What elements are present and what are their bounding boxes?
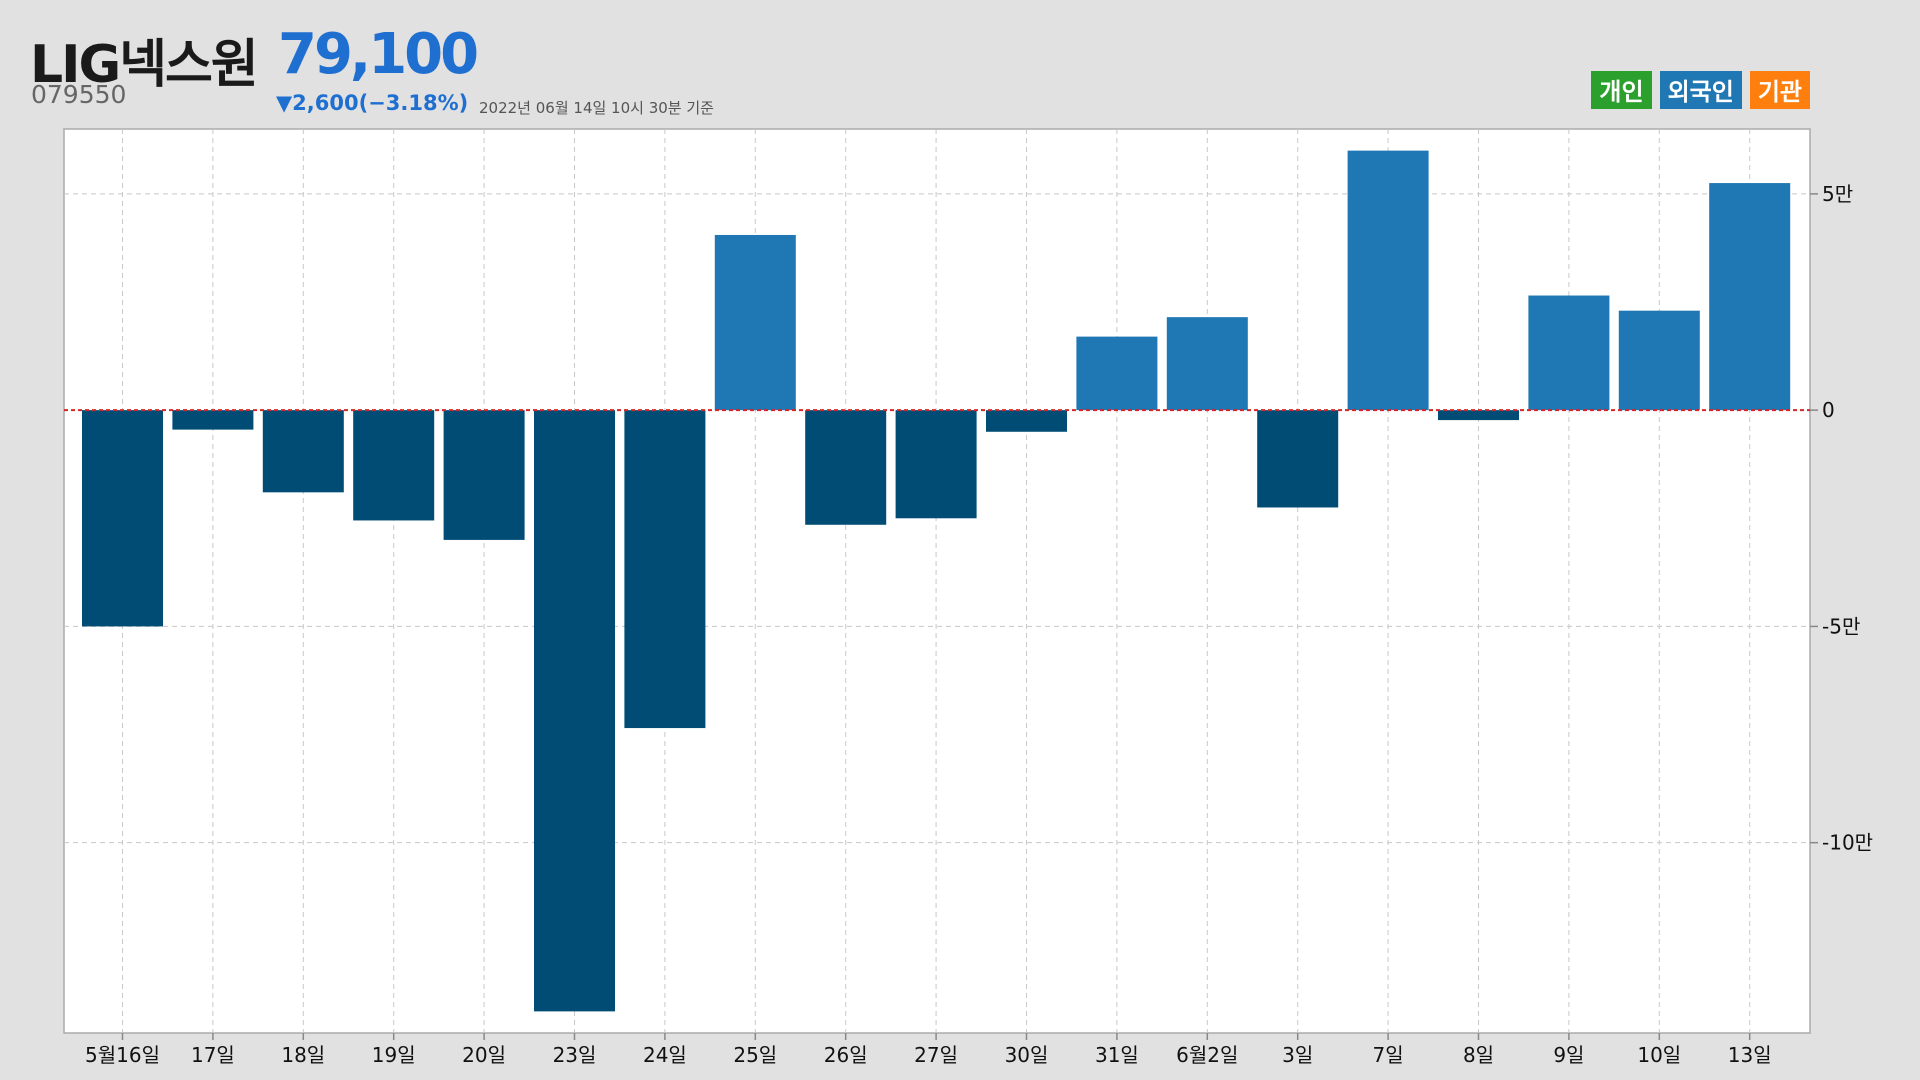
bar <box>1257 410 1339 508</box>
x-tick-label: 30일 <box>1005 1043 1049 1067</box>
x-tick-label: 25일 <box>733 1043 777 1067</box>
x-tick-label: 26일 <box>824 1043 868 1067</box>
x-tick-label: 8일 <box>1463 1043 1494 1067</box>
bar <box>1709 183 1791 411</box>
x-tick-label: 7일 <box>1373 1043 1404 1067</box>
bar <box>1166 317 1248 411</box>
bar <box>1528 295 1610 411</box>
x-tick-label: 19일 <box>372 1043 416 1067</box>
bar <box>714 234 796 411</box>
bar <box>1618 310 1700 411</box>
legend-individual[interactable]: 개인 <box>1591 71 1652 109</box>
bar <box>443 410 525 540</box>
bar <box>172 410 254 430</box>
legend-foreign[interactable]: 외국인 <box>1659 71 1742 109</box>
stock-name: LIG넥스원 <box>30 35 259 95</box>
x-tick-label: 3일 <box>1282 1043 1313 1067</box>
bar <box>262 410 344 493</box>
price-change: ▼2,600(−3.18%) <box>276 91 469 115</box>
x-tick-label: 10일 <box>1637 1043 1681 1067</box>
timestamp: 2022년 06월 14일 10시 30분 기준 <box>479 99 714 117</box>
x-tick-label: 18일 <box>281 1043 325 1067</box>
bar <box>805 410 887 525</box>
x-tick-label: 31일 <box>1095 1043 1139 1067</box>
bar <box>353 410 435 521</box>
bar <box>624 410 706 729</box>
x-tick-label: 13일 <box>1728 1043 1772 1067</box>
bar <box>1438 410 1519 421</box>
y-tick-label: 0 <box>1822 398 1835 422</box>
stock-price: 79,100 <box>278 22 479 87</box>
x-tick-label: 27일 <box>914 1043 958 1067</box>
bar <box>1347 150 1429 411</box>
x-tick-label: 24일 <box>643 1043 687 1067</box>
x-tick-label: 23일 <box>553 1043 597 1067</box>
bar <box>986 410 1067 432</box>
x-tick-label: 20일 <box>462 1043 506 1067</box>
x-tick-label: 5월16일 <box>85 1043 160 1067</box>
chart-header: LIG넥스원 79,100 079550 ▼2,600(−3.18%) 2022… <box>0 0 1920 130</box>
x-tick-label: 17일 <box>191 1043 235 1067</box>
y-tick-label: 5만 <box>1822 182 1853 206</box>
legend: 개인 외국인 기관 <box>1591 71 1810 109</box>
y-tick-label: -10만 <box>1822 831 1873 855</box>
plot-area <box>63 128 1811 1034</box>
legend-institution[interactable]: 기관 <box>1749 71 1810 109</box>
stock-code: 079550 <box>31 80 127 109</box>
x-tick-label: 6월2일 <box>1176 1043 1238 1067</box>
bar <box>895 410 977 519</box>
y-tick-label: -5만 <box>1822 614 1860 638</box>
bar <box>1076 336 1158 411</box>
x-tick-label: 9일 <box>1553 1043 1584 1067</box>
bar <box>534 410 615 1012</box>
bar <box>82 410 163 627</box>
